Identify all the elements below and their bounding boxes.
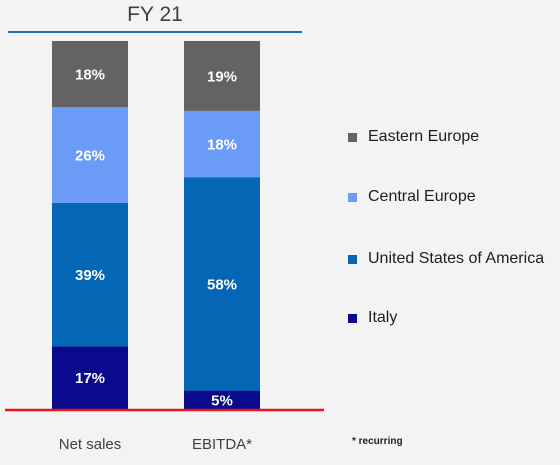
bar-segment-net-sales-central-europe bbox=[52, 107, 128, 203]
legend-item-central-europe: Central Europe bbox=[348, 188, 476, 206]
bar-segment-ebitda-central-europe bbox=[184, 110, 260, 178]
legend-item-eastern-europe: Eastern Europe bbox=[348, 128, 479, 146]
bar-segment-net-sales-italy bbox=[52, 346, 128, 409]
legend-label-united-states-of-america: United States of America bbox=[368, 250, 545, 267]
legend-label-italy: Italy bbox=[368, 309, 398, 326]
category-label-ebitda: EBITDA* bbox=[192, 436, 252, 453]
title-underline bbox=[8, 31, 302, 33]
data-label-ebitda-eastern-europe: 19% bbox=[207, 68, 237, 85]
legend: Eastern Europe Central Europe United State… bbox=[348, 0, 558, 465]
legend-item-italy: Italy bbox=[348, 309, 397, 327]
category-label-net-sales: Net sales bbox=[59, 436, 122, 453]
stacked-bar-chart: 17% 39% 26% 18% 5% 58% 18% 19% Net sales EBITDA* bbox=[5, 41, 324, 453]
data-label-ebitda-italy: 5% bbox=[211, 392, 233, 409]
legend-label-eastern-europe: Eastern Europe bbox=[368, 128, 480, 145]
data-label-net-sales-central-europe: 26% bbox=[75, 148, 105, 165]
legend-item-united-states-of-america: United States of America bbox=[348, 250, 544, 268]
data-label-net-sales-italy: 17% bbox=[75, 370, 105, 387]
bar-segment-ebitda-united-states-of-america bbox=[184, 177, 260, 391]
bar-segment-net-sales-eastern-europe bbox=[52, 41, 128, 108]
bar-segment-ebitda-italy bbox=[184, 390, 260, 409]
legend-swatch-eastern-europe bbox=[348, 132, 357, 142]
footnote: * recurring bbox=[352, 436, 403, 447]
legend-swatch-central-europe bbox=[348, 192, 357, 202]
legend-label-central-europe: Central Europe bbox=[368, 188, 476, 205]
bar-segment-ebitda-eastern-europe bbox=[184, 41, 260, 111]
data-label-ebitda-central-europe: 18% bbox=[207, 137, 237, 154]
data-label-net-sales-united-states-of-america: 39% bbox=[75, 267, 105, 284]
data-label-ebitda-united-states-of-america: 58% bbox=[207, 276, 237, 293]
legend-swatch-italy bbox=[348, 313, 357, 323]
bar-segment-net-sales-united-states-of-america bbox=[52, 202, 128, 347]
data-label-net-sales-eastern-europe: 18% bbox=[75, 67, 105, 84]
legend-swatch-united-states-of-america bbox=[348, 254, 357, 264]
chart-title: FY 21 bbox=[127, 3, 183, 26]
